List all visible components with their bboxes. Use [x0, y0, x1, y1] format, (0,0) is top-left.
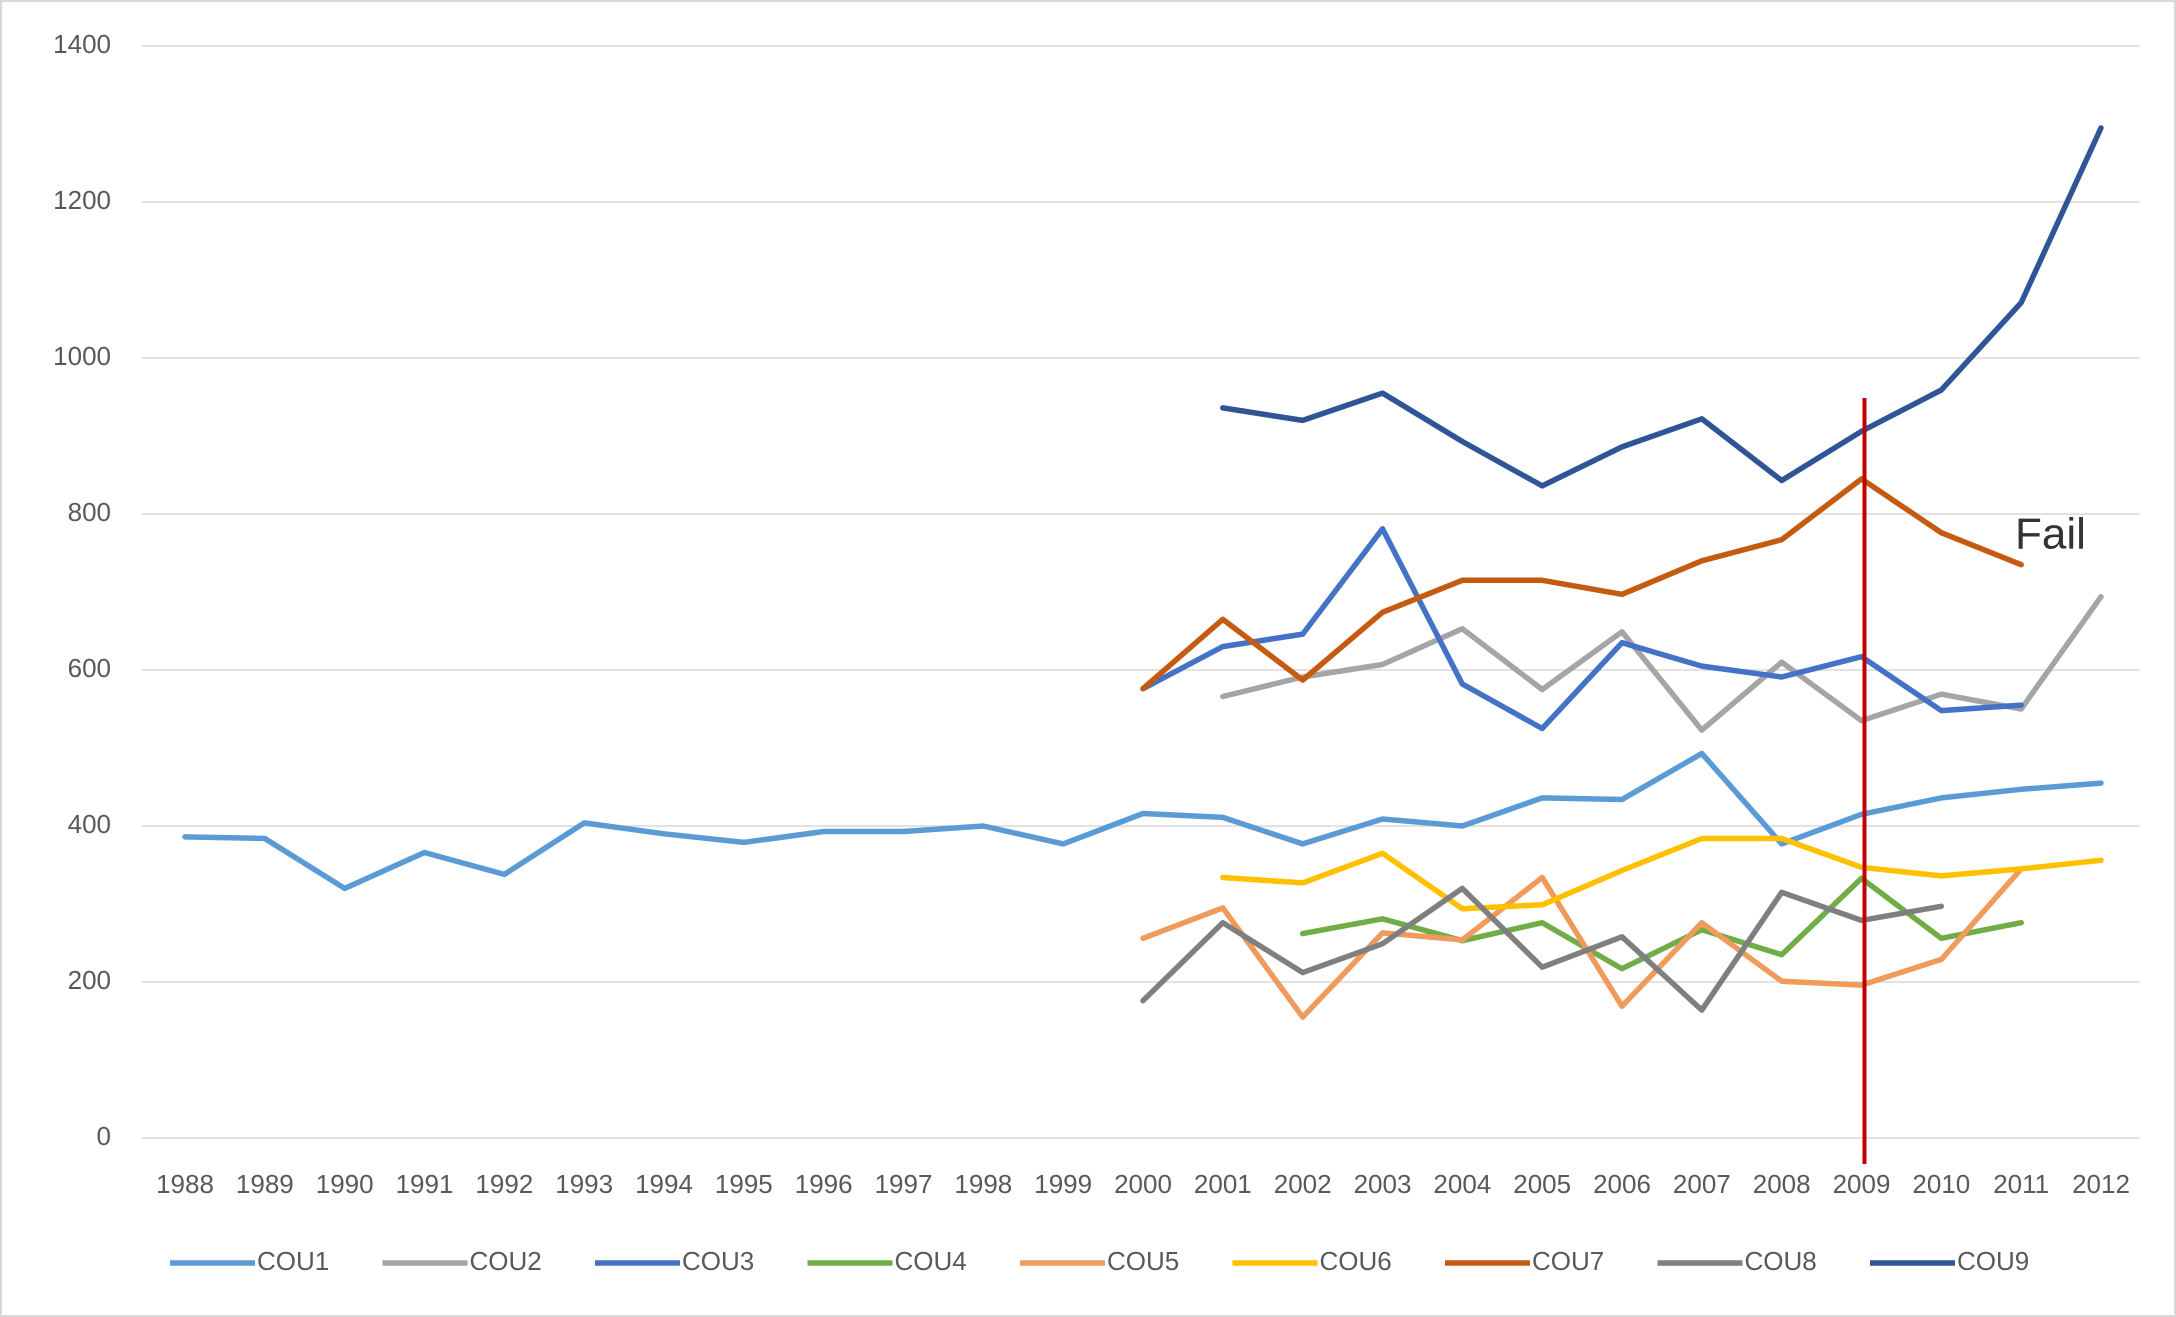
series-line [1140, 866, 2024, 1020]
annotation: Fail [2015, 510, 2086, 559]
series-line [1220, 125, 2104, 489]
x-tick-label: 2002 [1274, 1169, 1332, 1199]
legend-label: COU8 [1745, 1246, 1817, 1276]
legend-label: COU6 [1320, 1246, 1392, 1276]
x-tick-label: 2010 [1912, 1169, 1970, 1199]
legend-label: COU3 [682, 1246, 754, 1276]
series-line [1140, 526, 2024, 732]
x-tick-label: 2001 [1194, 1169, 1252, 1199]
x-tick-label: 1988 [156, 1169, 214, 1199]
series-line [1140, 885, 1945, 1013]
y-tick-label: 1200 [53, 185, 111, 215]
x-tick-label: 1990 [316, 1169, 374, 1199]
series-line [1220, 835, 2104, 912]
x-tick-label: 2000 [1114, 1169, 1172, 1199]
series-line [182, 750, 2104, 892]
y-tick-label: 200 [68, 965, 111, 995]
legend-label: COU5 [1107, 1246, 1179, 1276]
x-tick-label: 2009 [1833, 1169, 1891, 1199]
legend-label: COU9 [1957, 1246, 2029, 1276]
y-tick-label: 600 [68, 653, 111, 683]
x-tick-label: 2007 [1673, 1169, 1731, 1199]
series-line [1140, 476, 2024, 692]
x-tick-label: 1997 [875, 1169, 933, 1199]
x-tick-label: 1992 [475, 1169, 533, 1199]
legend-label: COU1 [257, 1246, 329, 1276]
y-tick-label: 1000 [53, 341, 111, 371]
x-tick-label: 1993 [555, 1169, 613, 1199]
x-tick-label: 2005 [1513, 1169, 1571, 1199]
x-tick-label: 1991 [396, 1169, 454, 1199]
y-tick-label: 0 [97, 1121, 111, 1151]
x-tick-label: 1994 [635, 1169, 693, 1199]
legend-label: COU2 [470, 1246, 542, 1276]
x-tick-label: 1999 [1034, 1169, 1092, 1199]
x-tick-label: 2012 [2072, 1169, 2130, 1199]
x-tick-label: 1989 [236, 1169, 294, 1199]
x-tick-label: 2003 [1354, 1169, 1412, 1199]
y-tick-label: 400 [68, 809, 111, 839]
y-tick-label: 1400 [53, 29, 111, 59]
x-tick-label: 2006 [1593, 1169, 1651, 1199]
x-tick-label: 2011 [1993, 1169, 2049, 1199]
x-tick-label: 2004 [1433, 1169, 1491, 1199]
legend-label: COU4 [895, 1246, 967, 1276]
x-tick-label: 2008 [1753, 1169, 1811, 1199]
x-tick-label: 1995 [715, 1169, 773, 1199]
x-tick-label: 1998 [954, 1169, 1012, 1199]
series-line [1220, 593, 2104, 733]
x-tick-label: 1996 [795, 1169, 853, 1199]
y-tick-label: 800 [68, 497, 111, 527]
legend-label: COU7 [1532, 1246, 1604, 1276]
series-line [1299, 875, 2024, 972]
